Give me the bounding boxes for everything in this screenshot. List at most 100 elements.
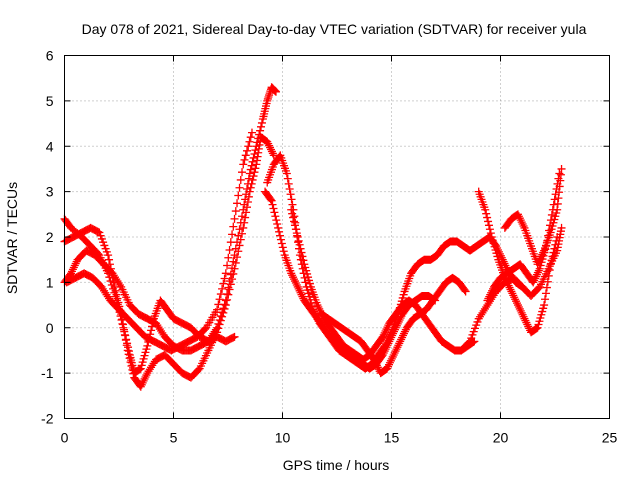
- data-point: [267, 196, 276, 205]
- data-point: [290, 217, 299, 226]
- data-point: [532, 272, 541, 281]
- data-point: [514, 212, 523, 221]
- data-point: [395, 339, 404, 348]
- data-point: [295, 240, 304, 249]
- data-point: [241, 151, 250, 160]
- data-point: [535, 256, 544, 265]
- data-point: [534, 266, 543, 275]
- data-point: [385, 337, 394, 346]
- data-point: [268, 200, 277, 209]
- data-point: [513, 299, 522, 308]
- y-tick-label: 4: [46, 138, 54, 154]
- data-point: [214, 324, 223, 333]
- data-point: [385, 358, 394, 367]
- data-point: [282, 169, 291, 178]
- data-point: [272, 216, 281, 225]
- data-point: [265, 141, 274, 150]
- data-point: [224, 253, 233, 262]
- x-axis-label: GPS time / hours: [283, 457, 390, 473]
- data-point: [296, 288, 305, 297]
- data-point: [221, 301, 230, 310]
- y-axis-label: SDTVAR / TECUs: [4, 182, 20, 294]
- data-point: [236, 175, 245, 184]
- data-point: [279, 247, 288, 256]
- data-point: [394, 341, 403, 350]
- data-point: [290, 275, 299, 284]
- x-tick-label: 10: [275, 430, 291, 446]
- data-point: [291, 279, 300, 288]
- data-point: [387, 354, 396, 363]
- data-point: [122, 341, 131, 350]
- data-point: [128, 365, 137, 374]
- data-point: [537, 252, 546, 261]
- data-point: [216, 316, 225, 325]
- data-point: [393, 343, 402, 352]
- series-track-b: [60, 133, 278, 391]
- data-point: [388, 352, 397, 361]
- data-point: [226, 238, 235, 247]
- data-point: [370, 355, 379, 364]
- data-point: [220, 304, 229, 313]
- data-point: [239, 223, 248, 232]
- data-point: [390, 325, 399, 334]
- data-point: [293, 282, 302, 291]
- data-point: [147, 326, 156, 335]
- data-point: [228, 230, 237, 239]
- data-point: [482, 209, 491, 218]
- data-point: [249, 172, 258, 181]
- data-point: [393, 319, 402, 328]
- data-point: [390, 349, 399, 358]
- data-point: [126, 358, 135, 367]
- data-point: [516, 306, 525, 315]
- data-points-layer: [60, 83, 566, 391]
- data-point: [247, 128, 256, 137]
- data-point: [266, 145, 275, 154]
- data-point: [119, 325, 128, 334]
- y-tick-label: 1: [46, 274, 54, 290]
- data-point: [224, 290, 233, 299]
- data-point: [215, 295, 224, 304]
- data-point: [115, 280, 124, 289]
- data-point: [271, 87, 280, 96]
- data-point: [550, 195, 559, 204]
- data-point: [120, 330, 129, 339]
- data-point: [460, 286, 469, 295]
- data-point: [519, 312, 528, 321]
- data-point: [391, 323, 400, 332]
- data-point: [240, 218, 249, 227]
- data-point: [483, 213, 492, 222]
- data-point: [461, 287, 470, 296]
- data-point: [246, 183, 255, 192]
- data-point: [229, 269, 238, 278]
- data-point: [384, 339, 393, 348]
- data-point: [481, 205, 490, 214]
- data-point: [392, 321, 401, 330]
- data-point: [251, 164, 260, 173]
- data-point: [226, 280, 235, 289]
- data-point: [267, 147, 276, 156]
- data-point: [68, 265, 77, 274]
- data-point: [394, 317, 403, 326]
- data-point: [223, 261, 232, 270]
- data-point: [104, 251, 113, 260]
- data-point: [536, 254, 545, 263]
- data-point: [531, 274, 540, 283]
- data-point: [533, 260, 542, 269]
- data-point: [378, 332, 387, 341]
- data-point: [269, 204, 278, 213]
- data-point: [235, 183, 244, 192]
- data-point: [505, 283, 514, 292]
- data-point: [509, 291, 518, 300]
- data-point: [530, 276, 539, 285]
- data-point: [385, 360, 394, 369]
- data-point: [218, 312, 227, 321]
- axes-layer: [64, 55, 610, 419]
- data-point: [266, 195, 275, 204]
- data-point: [294, 236, 303, 245]
- data-point: [139, 376, 148, 385]
- data-point: [382, 325, 391, 334]
- data-point: [244, 192, 253, 201]
- y-tick-label: -1: [41, 365, 54, 381]
- data-point: [399, 329, 408, 338]
